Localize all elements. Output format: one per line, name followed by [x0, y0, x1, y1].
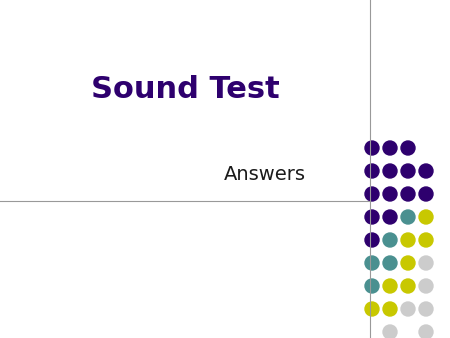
Circle shape: [383, 164, 397, 178]
Circle shape: [401, 141, 415, 155]
Circle shape: [365, 164, 379, 178]
Circle shape: [401, 187, 415, 201]
Circle shape: [401, 233, 415, 247]
Circle shape: [383, 325, 397, 338]
Circle shape: [401, 210, 415, 224]
Circle shape: [383, 302, 397, 316]
Circle shape: [365, 256, 379, 270]
Circle shape: [419, 302, 433, 316]
Circle shape: [383, 210, 397, 224]
Circle shape: [401, 279, 415, 293]
Circle shape: [383, 233, 397, 247]
Circle shape: [419, 279, 433, 293]
Circle shape: [419, 233, 433, 247]
Circle shape: [365, 187, 379, 201]
Circle shape: [401, 164, 415, 178]
Circle shape: [383, 141, 397, 155]
Circle shape: [419, 256, 433, 270]
Circle shape: [419, 325, 433, 338]
Text: Answers: Answers: [224, 166, 306, 185]
Circle shape: [383, 279, 397, 293]
Circle shape: [365, 302, 379, 316]
Circle shape: [383, 256, 397, 270]
Circle shape: [401, 302, 415, 316]
Circle shape: [365, 210, 379, 224]
Circle shape: [383, 187, 397, 201]
Circle shape: [419, 164, 433, 178]
Circle shape: [419, 210, 433, 224]
Circle shape: [365, 279, 379, 293]
Circle shape: [401, 256, 415, 270]
Circle shape: [365, 141, 379, 155]
Text: Sound Test: Sound Test: [90, 75, 279, 104]
Circle shape: [365, 233, 379, 247]
Circle shape: [419, 187, 433, 201]
